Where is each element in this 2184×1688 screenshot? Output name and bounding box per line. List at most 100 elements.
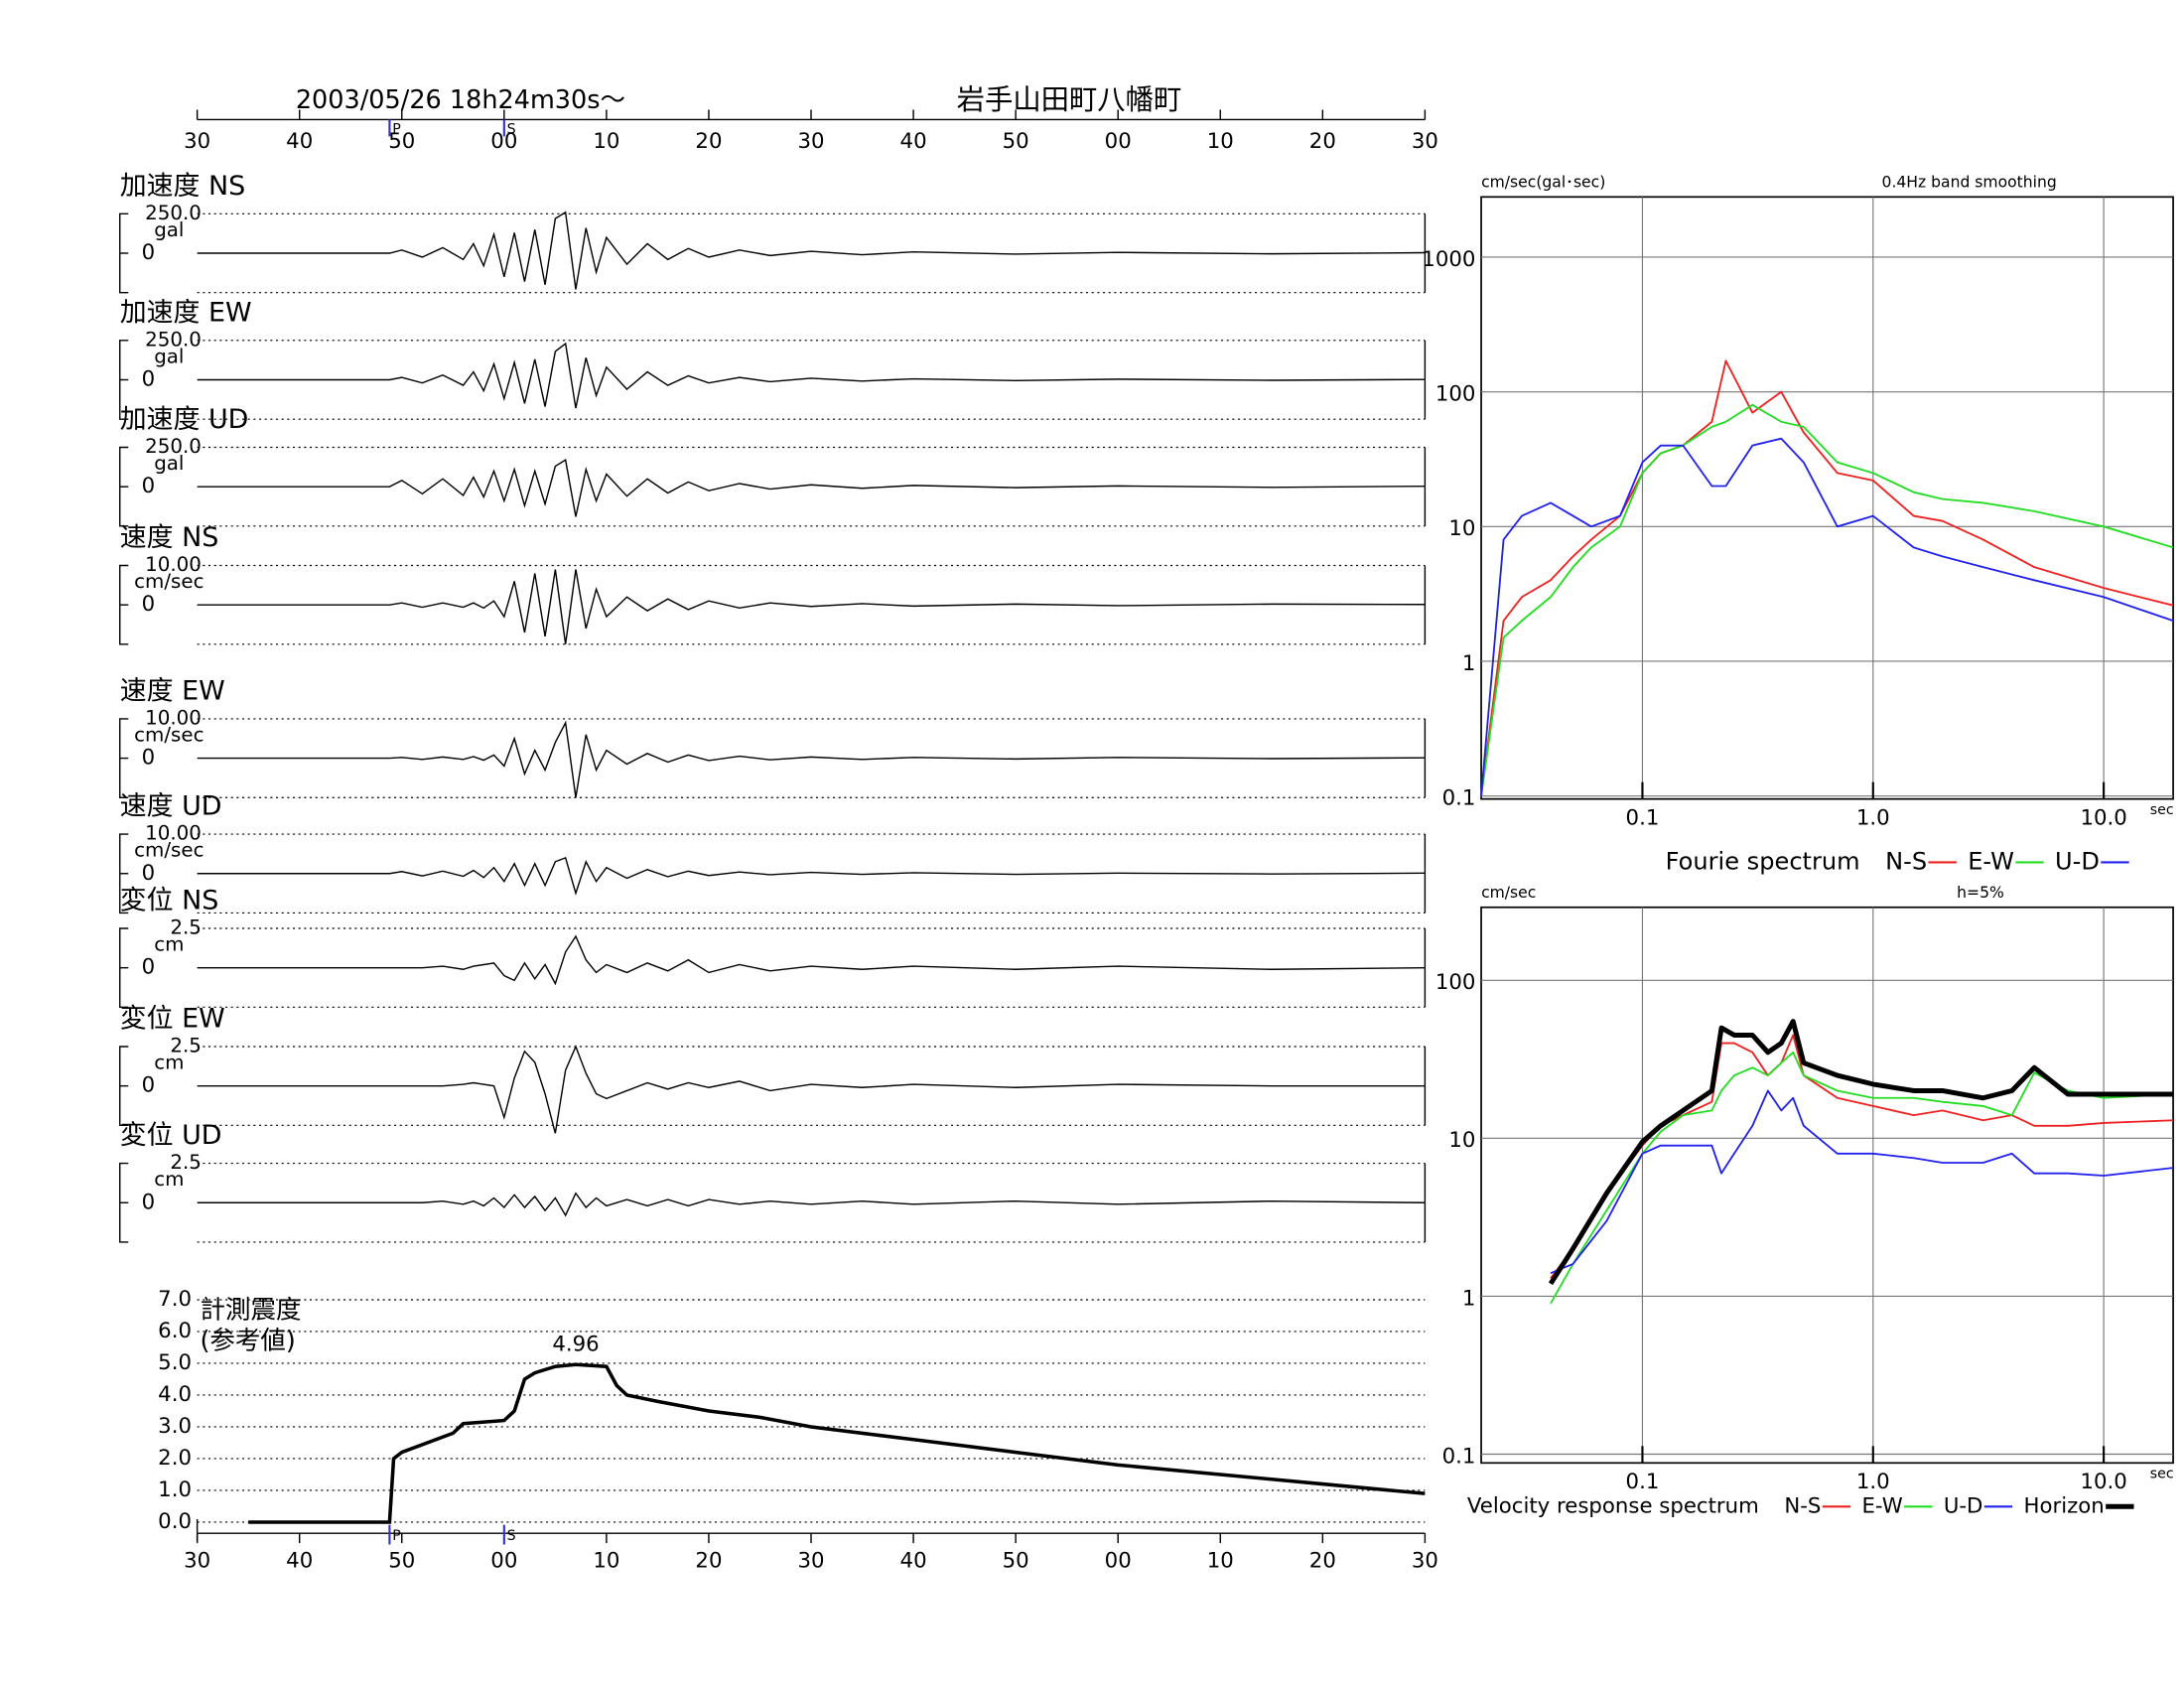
line [1550,1051,2174,1305]
y-axis-label: cm/sec [1481,884,1536,902]
y-tick-label: 2.0 [158,1446,192,1471]
trace-label: 速度 EW [120,676,225,707]
y-tick-label: 0 [142,955,156,980]
y-tick-label: 0 [142,1073,156,1098]
trace [197,342,1426,409]
y-axis-label: (参考値) [200,1327,295,1356]
unit-label: gal [154,452,184,475]
trace [197,211,1426,290]
unit-label: cm [154,933,184,956]
line [1550,1034,2174,1279]
x-tick-label: 30 [184,129,210,154]
x-tick-label: 20 [695,129,722,154]
trace [197,459,1426,517]
trace-label: 変位 EW [120,1004,225,1035]
y-tick-label: 2.5 [170,916,202,939]
x-tick-label: 30 [1412,129,1438,154]
y-tick-label: 100 [1435,381,1476,406]
y-tick-label: 10.00 [145,706,202,729]
unit-label: cm/sec [134,570,204,593]
y-tick-label: 1000 [1422,247,1475,272]
line [1480,437,2174,796]
x-tick-label: 20 [695,1549,722,1574]
line [1480,359,2174,796]
legend-title: Velocity response spectrum [1467,1493,1759,1518]
legend-label: E-W [1861,1493,1902,1518]
unit-label: cm [154,1052,184,1074]
trace [197,569,1426,644]
line [1548,1019,2174,1286]
data-label: 4.96 [552,1332,599,1356]
trace [197,856,1426,896]
unit-label: cm/sec [134,723,204,746]
y-tick-label: 0 [142,1190,156,1214]
x-tick-label: 1.0 [1856,1470,1890,1494]
x-tick-label: 50 [1003,129,1029,154]
trace-label: 加速度 NS [120,171,245,202]
y-tick-label: 2.5 [170,1035,202,1057]
y-tick-label: 0.1 [1442,785,1476,810]
y-tick-label: 5.0 [158,1350,192,1375]
y-tick-label: 1 [1462,651,1476,676]
y-tick-label: 10.00 [145,822,202,845]
y-tick-label: 7.0 [158,1287,192,1312]
chart-title: 2003/05/26 18h24m30s〜 [296,85,625,115]
line [248,1362,1426,1524]
phase-marker-label: P [392,121,401,137]
trace [197,934,1426,986]
y-tick-label: 6.0 [158,1319,192,1343]
y-tick-label: 100 [1435,970,1476,995]
legend-label: U-D [2055,847,2100,875]
y-tick-label: 0.0 [158,1509,192,1534]
y-tick-label: 0 [142,592,156,617]
x-tick-label: 20 [1309,129,1336,154]
y-tick-label: 0 [142,240,156,265]
chart-note: 0.4Hz band smoothing [1882,174,2057,192]
trace [197,1045,1426,1134]
y-tick-label: 0.1 [1442,1444,1476,1469]
x-axis-label: sec [2150,802,2174,818]
y-tick-label: 1.0 [158,1477,192,1502]
legend-label: Horizon [2024,1493,2105,1518]
unit-label: gal [154,345,184,367]
phase-marker-label: S [507,121,516,137]
chart-subtitle: 岩手山田町八幡町 [957,83,1182,116]
x-tick-label: 50 [388,129,415,154]
unit-label: cm [154,1168,184,1191]
x-tick-label: 0.1 [1626,806,1660,831]
y-tick-label: 0 [142,746,156,771]
y-tick-label: 10 [1448,516,1475,541]
x-tick-label: 10 [1207,129,1234,154]
x-tick-label: 40 [900,1549,927,1574]
x-tick-label: 10 [593,129,619,154]
y-tick-label: 250.0 [145,202,202,224]
y-tick-label: 250.0 [145,435,202,458]
legend-label: E-W [1968,847,2014,875]
unit-label: gal [154,218,184,241]
x-tick-label: 30 [797,1549,824,1574]
x-tick-label: 10 [593,1549,619,1574]
legend-label: U-D [1944,1493,1983,1518]
x-tick-label: 00 [490,1549,517,1574]
phase-marker-label: P [392,1528,401,1544]
y-tick-label: 1 [1462,1286,1476,1311]
trace-label: 速度 UD [120,791,222,822]
x-tick-label: 50 [1003,1549,1029,1574]
y-tick-label: 10 [1448,1128,1475,1153]
legend-label: N-S [1784,1493,1821,1518]
trace-label: 加速度 EW [120,297,252,328]
y-tick-label: 0 [142,474,156,498]
x-tick-label: 20 [1309,1549,1336,1574]
trace-label: 変位 NS [120,886,219,916]
x-tick-label: 30 [184,1549,210,1574]
x-tick-label: 1.0 [1856,806,1890,831]
x-tick-label: 40 [900,129,927,154]
trace [197,720,1426,798]
phase-marker-label: S [507,1528,516,1544]
plot-frame [1480,196,2174,800]
chart-note: h=5% [1957,884,2004,902]
x-tick-label: 40 [286,129,313,154]
y-tick-label: 0 [142,367,156,392]
line [1480,403,2174,796]
